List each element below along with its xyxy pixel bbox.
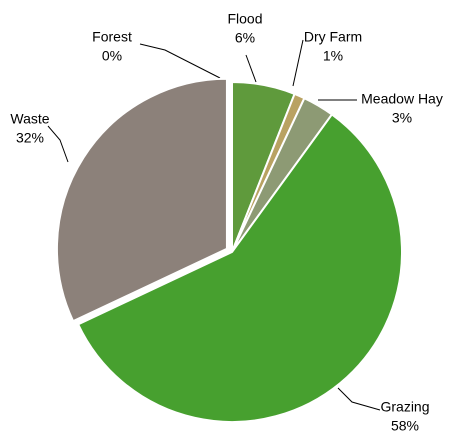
slice-label: Flood [227, 11, 262, 27]
slice-label: Waste [10, 111, 49, 127]
slice-label: Meadow Hay [361, 91, 443, 107]
slice-value-label: 32% [16, 130, 44, 146]
slice-value-label: 0% [102, 48, 122, 64]
slice-value-label: 3% [392, 110, 412, 126]
leader-line [337, 387, 381, 411]
leader-line [47, 125, 69, 163]
leader-line [139, 43, 221, 79]
slice-value-label: 6% [235, 30, 255, 46]
slice-label: Forest [92, 29, 132, 45]
pie-slice [76, 113, 404, 424]
slice-value-label: 58% [391, 418, 419, 434]
slice-value-label: 1% [323, 48, 343, 64]
pie-slice [55, 77, 228, 323]
leader-line [245, 54, 257, 83]
leader-line [292, 39, 304, 87]
slice-label: Grazing [380, 399, 429, 415]
slice-label: Dry Farm [304, 29, 362, 45]
